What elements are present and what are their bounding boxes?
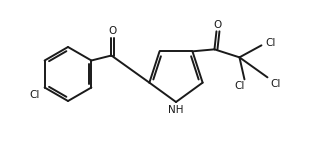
Text: Cl: Cl [270, 79, 281, 89]
Text: Cl: Cl [29, 90, 40, 100]
Text: NH: NH [168, 105, 184, 115]
Text: Cl: Cl [234, 81, 245, 91]
Text: O: O [214, 20, 222, 30]
Text: O: O [109, 27, 117, 37]
Text: Cl: Cl [265, 38, 276, 48]
